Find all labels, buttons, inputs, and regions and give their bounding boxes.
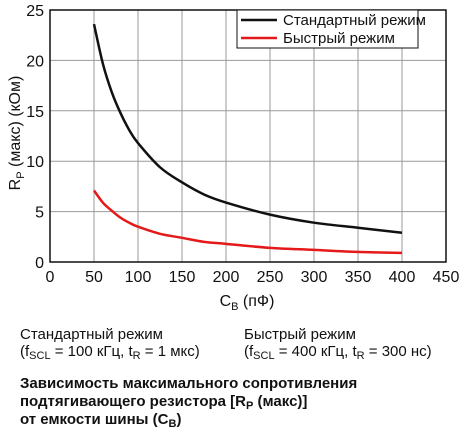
legend-label-standard: Стандартный режим — [283, 12, 426, 29]
fast-mode-note: Быстрый режим (fSCL = 400 кГц, tR = 300 … — [244, 326, 432, 362]
x-tick-label: 200 — [213, 269, 240, 286]
y-tick-label: 20 — [26, 53, 44, 70]
legend-box — [236, 9, 419, 49]
y-tick-label: 5 — [35, 205, 44, 222]
chart: 0 50 100 150 200 250 300 350 400 450 0 5 10 15 20 25 C… — [7, 3, 460, 313]
x-tick-label: 450 — [433, 269, 460, 286]
caption-line-1: Зависимость максимального сопротивления — [20, 375, 358, 392]
fast-mode-title: Быстрый режим — [244, 326, 356, 343]
y-tick-label: 15 — [26, 104, 44, 121]
x-tick-label: 50 — [85, 269, 103, 286]
x-tick-label: 150 — [169, 269, 196, 286]
caption-line-3: от емкости шины (CB) — [20, 411, 182, 430]
series-lines — [92, 23, 403, 255]
caption-line-2: подтягивающего резистора [RP (макс)] — [20, 393, 308, 412]
standard-mode-params: (fSCL = 100 кГц, tR = 1 мкс) — [20, 343, 200, 362]
x-tick-labels: 0 50 100 150 200 250 300 350 400 450 — [46, 269, 460, 286]
series-line-standard — [92, 23, 403, 235]
x-tick-label: 350 — [345, 269, 372, 286]
x-tick-label: 100 — [125, 269, 152, 286]
y-tick-label: 0 — [35, 255, 44, 272]
x-tick-label: 400 — [389, 269, 416, 286]
standard-mode-title: Стандартный режим — [20, 326, 163, 343]
y-tick-label: 25 — [26, 3, 44, 20]
y-tick-label: 10 — [26, 154, 44, 171]
x-axis-title: CB (пФ) — [220, 293, 275, 313]
y-tick-labels: 0 5 10 15 20 25 — [26, 3, 44, 272]
grid — [50, 10, 446, 262]
x-tick-label: 0 — [46, 269, 55, 286]
series-line-fast — [92, 189, 403, 255]
x-tick-label: 300 — [301, 269, 328, 286]
standard-mode-note: Стандартный режим (fSCL = 100 кГц, tR = … — [20, 326, 200, 362]
legend: Стандартный режим Быстрый режим — [236, 9, 426, 49]
y-axis-title: RP (макс) (кОм) — [7, 76, 27, 191]
fast-mode-params: (fSCL = 400 кГц, tR = 300 нс) — [244, 343, 432, 362]
legend-label-fast: Быстрый режим — [283, 30, 395, 47]
x-tick-label: 250 — [257, 269, 284, 286]
figure-caption: Зависимость максимального сопротивления … — [20, 375, 460, 430]
